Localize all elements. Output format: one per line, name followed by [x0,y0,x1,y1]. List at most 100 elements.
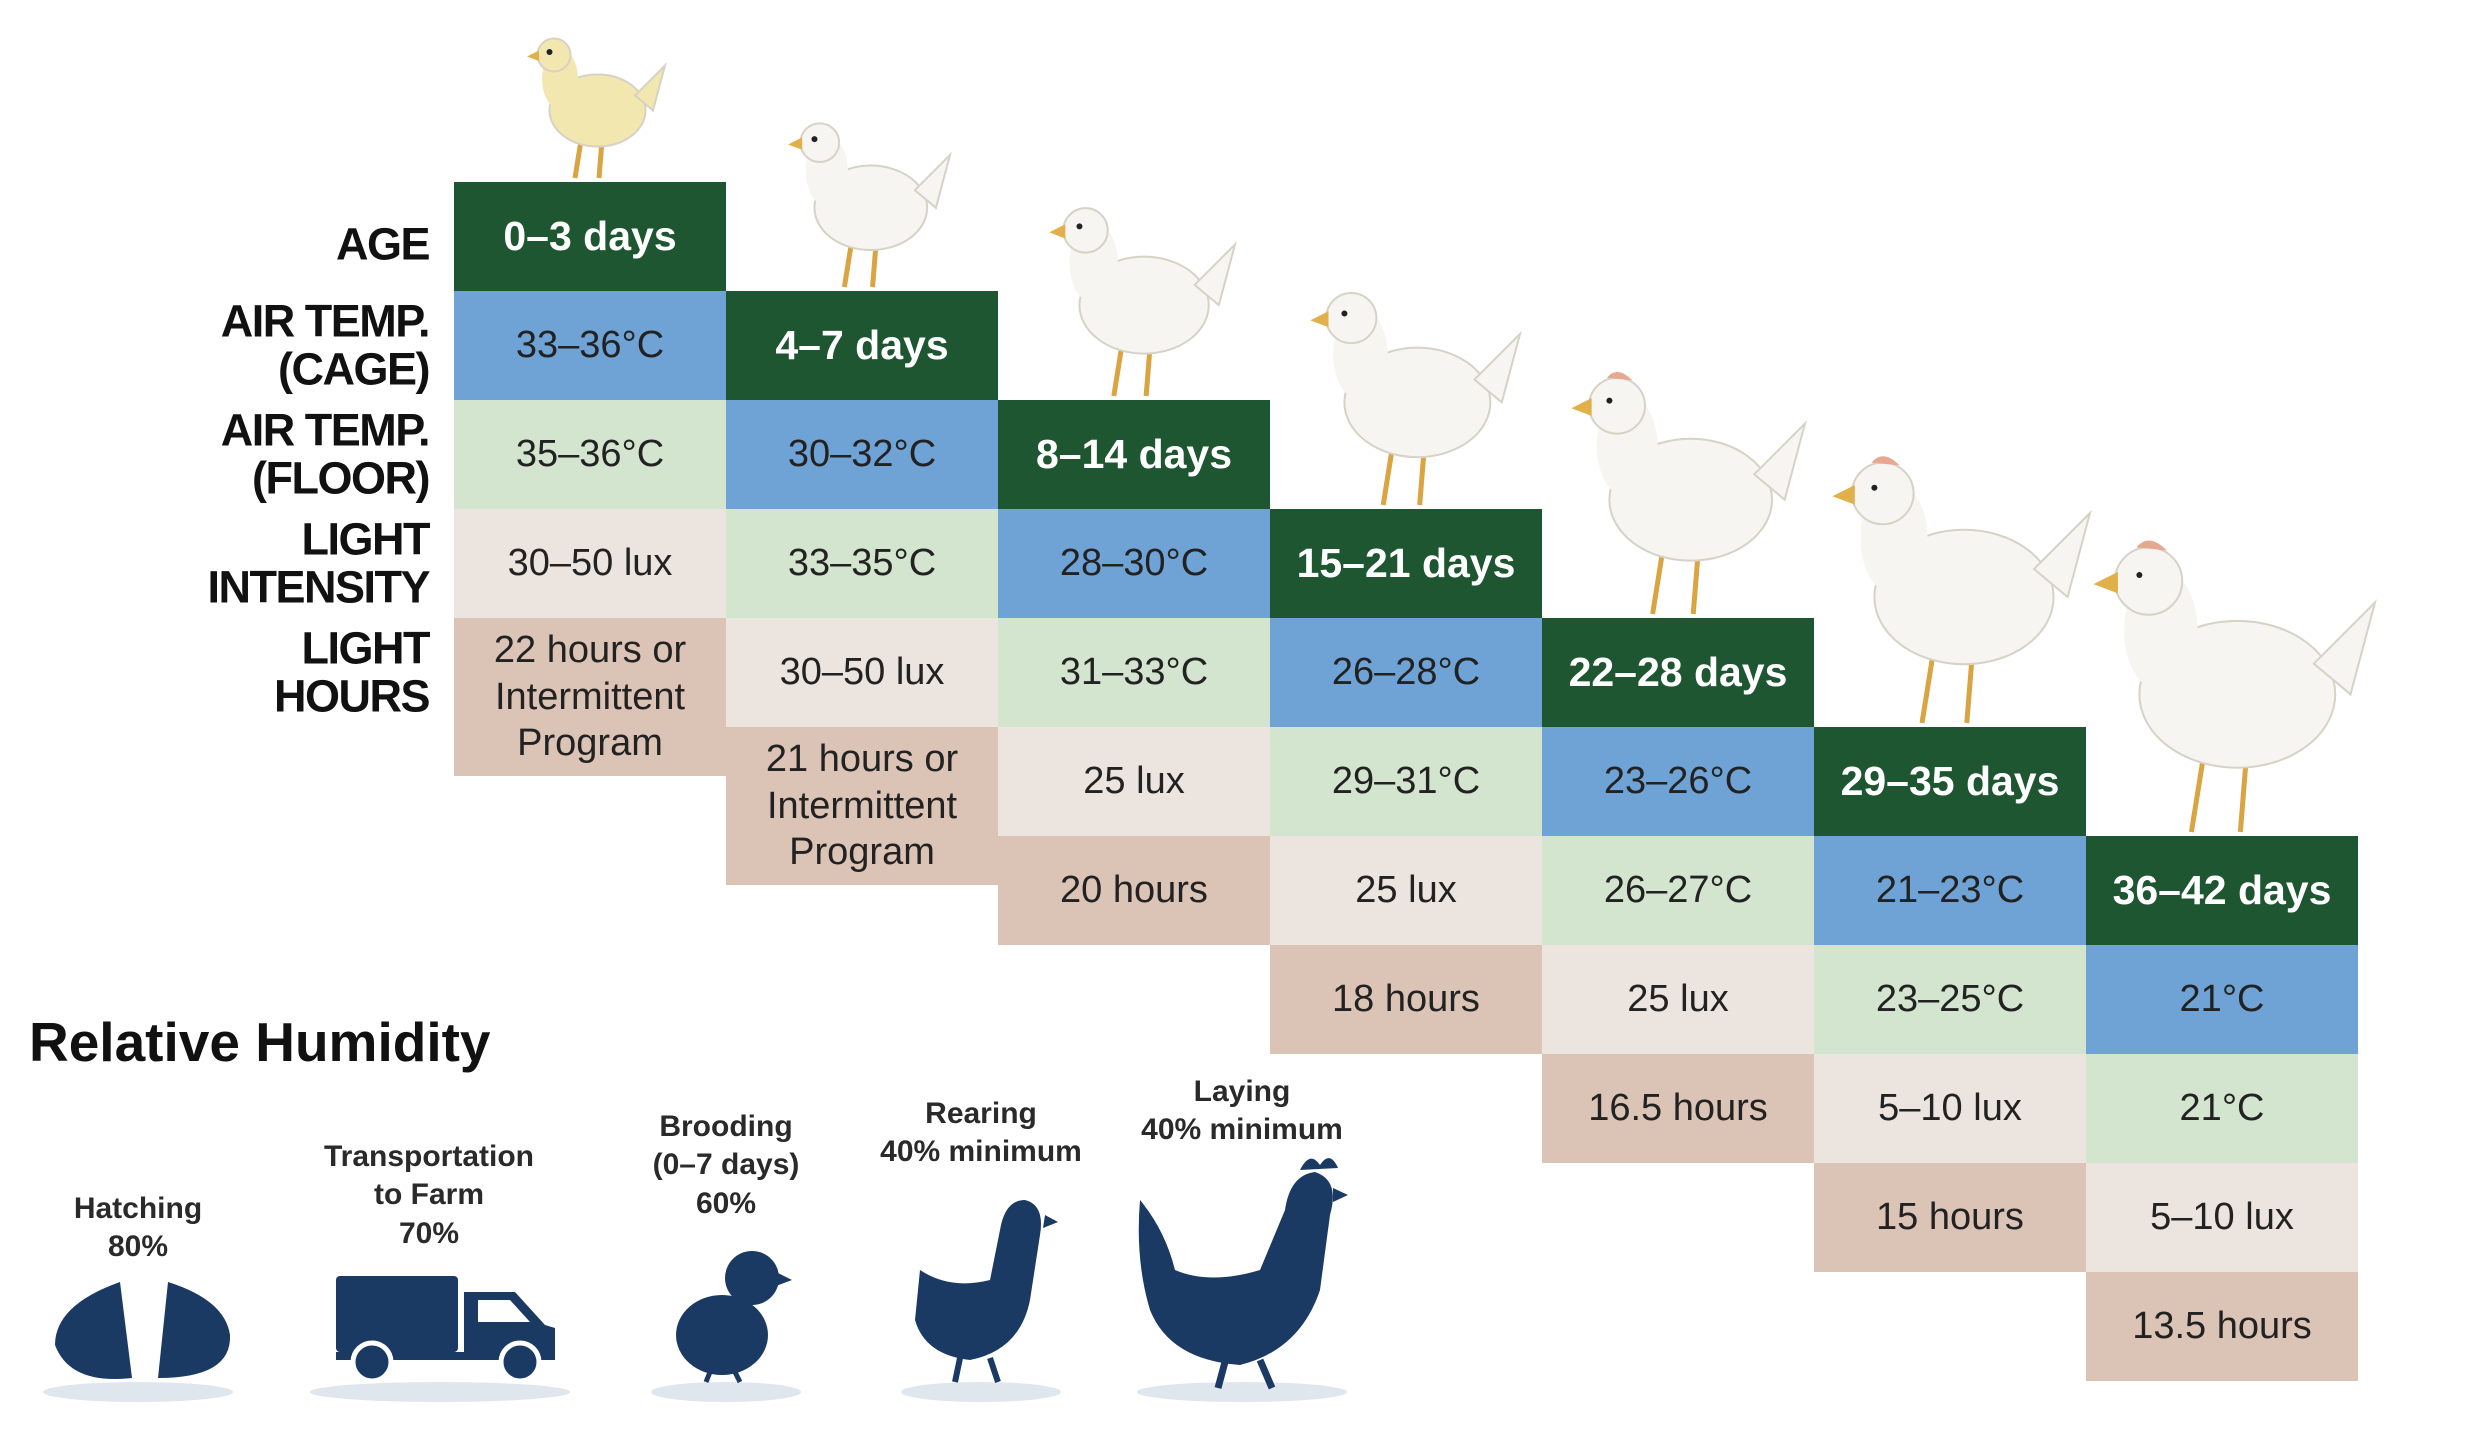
text-line: INTENSITY [207,561,430,613]
age-cell: 15–21 days [1270,509,1542,618]
light-intensity-cell: 30–50 lux [726,618,998,727]
chick-part [841,242,854,288]
text-line: 21 hours or [765,738,959,781]
cage-temp-cell: 26–28°C [1270,618,1542,727]
age-cell: 29–35 days [1814,727,2086,836]
floor-temp-cell: 23–25°C [1814,945,2086,1054]
text-line: 13.5 hours [2132,1305,2312,1348]
chick-part [1076,223,1083,230]
text-line: Program [789,831,935,874]
text-line: AIR TEMP. [220,294,431,346]
light-intensity-cell: 30–50 lux [454,509,726,618]
age-cell: 22–28 days [1542,618,1814,727]
chick-image [788,122,952,288]
light-intensity-cell: 5–10 lux [1814,1054,2086,1163]
chick-part [1325,291,1378,345]
floor-temp-cell: 31–33°C [998,618,1270,727]
chick-part [913,151,952,210]
chick-part [788,137,803,150]
chick-part [1341,310,1348,317]
cage-temp-cell: 23–26°C [1542,727,1814,836]
text-line: Intermittent [494,675,686,718]
chick-part [1588,376,1646,435]
text-line: (0–7 days) [652,1148,800,1182]
text-line: to Farm [373,1178,485,1212]
text-line: LIGHT [301,621,431,673]
chick-part [1871,484,1878,491]
text-line: Brooding [659,1110,793,1143]
age-cell: 36–42 days [2086,836,2358,945]
text-line: 60% [695,1186,757,1220]
chick-part [799,122,841,164]
light-intensity-cell: 25 lux [1542,945,1814,1054]
hen-icon [915,1200,1058,1383]
truck-icon [336,1276,555,1384]
icon-shadows [43,1382,1347,1402]
age-cell: 4–7 days [726,291,998,400]
text-line: (FLOOR) [252,452,430,504]
text-line: AIR TEMP. [220,403,431,455]
text-line: 18 hours [1332,978,1480,1021]
text-line: 40% minimum [1141,1113,1343,1147]
chick-part [2136,540,2167,551]
text-line: 40% minimum [880,1135,1082,1169]
text-line: LIGHT [301,512,431,564]
light-hours-cell: 18 hours [1270,945,1542,1054]
rooster-icon [1138,1158,1348,1390]
text-line: AGE [335,218,431,270]
light-intensity-cell: 5–10 lux [2086,1163,2358,1272]
egg-icon [158,1282,231,1378]
cage-temp-cell: 30–32°C [726,400,998,509]
chick-part [1851,461,1915,526]
chick-image [2093,540,2377,833]
floor-temp-cell: 29–31°C [1270,727,1542,836]
chick-part [1871,456,1900,466]
chick-part [1472,330,1522,405]
chick-image [1310,291,1522,506]
age-cell: 0–3 days [454,182,726,291]
chick-part [546,49,553,55]
chick-part [2032,509,2092,599]
chick-image [1832,456,2092,724]
chick-part [2136,571,2143,578]
floor-temp-cell: 33–35°C [726,509,998,618]
chick-part [1606,397,1613,404]
row-label: LIGHT INTENSITY [207,512,431,613]
humidity-label: Laying 40% minimum [1141,1073,1343,1150]
light-hours-cell: 20 hours [998,836,1270,945]
egg-icon [55,1282,132,1380]
row-label: AGE [335,218,431,270]
humidity-label: Transportation to Farm 70% [324,1138,534,1253]
chick-part [1606,372,1633,381]
chick-part [1193,241,1237,307]
row-label: LIGHT HOURS [274,621,431,721]
chick-part [1752,420,1807,502]
chick-image [1571,372,1807,615]
row-label: AIR TEMP. (FLOOR) [220,403,431,504]
text-line: (CAGE) [278,343,430,395]
chick-part [536,37,572,73]
humidity-label: Hatching 80% [74,1190,202,1267]
chick-icon [676,1251,792,1384]
text-line: Laying [1193,1075,1291,1108]
cage-temp-cell: 33–36°C [454,291,726,400]
text-line: 16.5 hours [1588,1087,1768,1130]
text-line: 20 hours [1060,869,1208,912]
light-hours-cell: 15 hours [1814,1163,2086,1272]
text-line: Transportation [323,1140,535,1173]
humidity-label: Rearing 40% minimum [880,1095,1082,1172]
cage-temp-cell: 28–30°C [998,509,1270,618]
chick-part [1380,447,1395,506]
chick-part [1111,345,1125,397]
chick-part [1650,550,1666,615]
text-line: Hatching [73,1192,203,1225]
chick-part [2113,546,2184,616]
chick-part [572,140,584,179]
chick-part [1049,224,1066,239]
cage-temp-cell: 21–23°C [1814,836,2086,945]
cage-temp-cell: 21°C [2086,945,2358,1054]
text-line: Intermittent [766,784,958,827]
light-hours-cell: 22 hours or Intermittent Program [454,618,726,776]
